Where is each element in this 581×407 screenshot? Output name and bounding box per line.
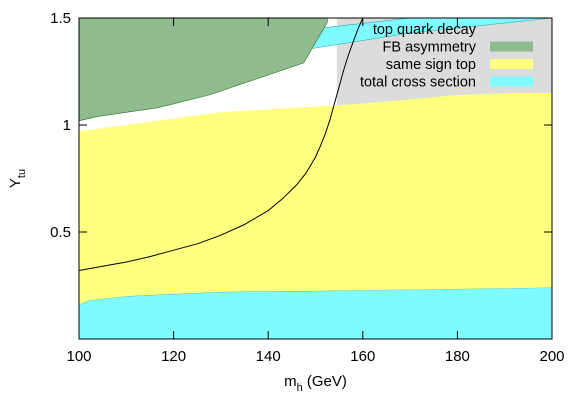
- region-same-sign-top: [79, 92, 552, 305]
- exclusion-curve: [78, 17, 364, 271]
- x-axis-label-main: m: [284, 373, 297, 390]
- legend-label-fb-asymmetry: FB asymmetry: [383, 40, 477, 56]
- axis-ticks: 100 120 140 160 180 200 0.5 1 1.5: [50, 10, 564, 365]
- y-tick-label: 1.5: [50, 10, 71, 27]
- legend-label-total-cross-section: total cross section: [360, 75, 476, 91]
- plot-frame: [78, 17, 553, 340]
- x-tick-label: 140: [256, 348, 281, 365]
- x-tick-label: 180: [445, 348, 470, 365]
- x-axis-label-sub: h: [297, 382, 303, 394]
- legend-label-same-sign-top: same sign top: [386, 57, 476, 73]
- y-axis-label-main: Y: [7, 178, 24, 188]
- y-axis-label-sub: tu: [16, 169, 28, 178]
- x-axis-label: mh (GeV): [284, 373, 347, 394]
- y-axis-label: Ytu: [7, 169, 28, 188]
- y-tick-label: 0.5: [50, 224, 71, 241]
- legend-label-top-quark-decay: top quark decay: [373, 22, 477, 38]
- legend-swatch-same-sign-top: [490, 59, 533, 69]
- x-axis-label-rest: (GeV): [303, 373, 347, 390]
- legend-swatch-total-cross-section: [490, 76, 533, 87]
- region-fb-asymmetry: [78, 17, 328, 122]
- x-tick-label: 200: [539, 348, 564, 365]
- x-tick-label: 160: [350, 348, 375, 365]
- x-tick-label: 120: [161, 348, 186, 365]
- y-tick-label: 1: [63, 117, 71, 134]
- chart-curve-layer: [78, 17, 364, 271]
- region-total-cross-section: [78, 287, 553, 340]
- chart-regions: [78, 17, 553, 340]
- x-tick-label: 100: [66, 348, 91, 365]
- legend-swatch-fb-asymmetry: [490, 41, 533, 52]
